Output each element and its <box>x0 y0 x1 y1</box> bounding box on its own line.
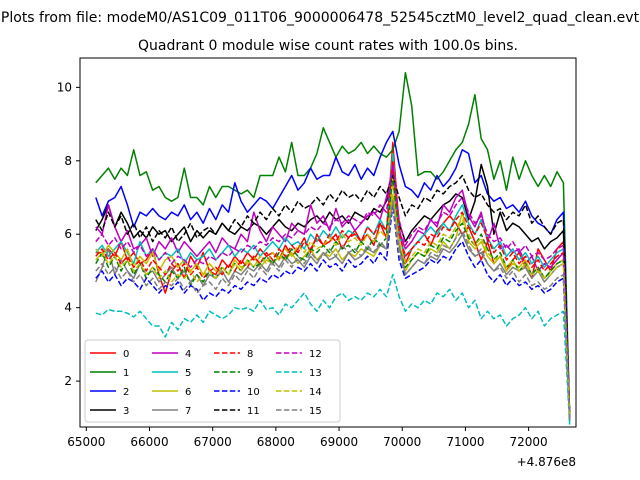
legend-label-15: 15 <box>309 406 322 417</box>
y-tick-label: 6 <box>64 227 72 241</box>
series-line-2 <box>95 130 571 418</box>
x-tick-label: 71000 <box>446 435 484 449</box>
x-tick-label: 65000 <box>67 435 105 449</box>
x-tick-label: 66000 <box>130 435 168 449</box>
x-tick-label: 68000 <box>257 435 295 449</box>
legend-label-3: 3 <box>123 406 129 417</box>
legend-label-14: 14 <box>309 387 322 398</box>
y-tick-label: 4 <box>64 301 72 315</box>
x-tick-label: 70000 <box>383 435 421 449</box>
x-tick-label: 69000 <box>320 435 358 449</box>
series-line-1 <box>95 71 571 418</box>
file-title: Plots from file: modeM0/AS1C09_011T06_90… <box>1 10 640 26</box>
plot-lines <box>95 71 571 426</box>
legend-label-8: 8 <box>247 349 253 360</box>
x-axis: 65000 66000 67000 68000 69000 70000 71000 72000 <box>67 427 548 449</box>
series-line-11 <box>95 174 571 418</box>
series-line-5 <box>95 152 571 418</box>
legend-label-2: 2 <box>123 387 129 398</box>
legend-label-10: 10 <box>247 387 260 398</box>
y-axis: 2 4 6 8 10 <box>57 80 80 388</box>
x-tick-label: 72000 <box>510 435 548 449</box>
y-tick-label: 8 <box>64 154 72 168</box>
legend-label-6: 6 <box>185 387 191 398</box>
legend-label-7: 7 <box>185 406 191 417</box>
series-line-14 <box>95 193 571 418</box>
series-line-6 <box>95 178 571 418</box>
legend-frame <box>84 339 341 423</box>
legend-label-0: 0 <box>123 349 129 360</box>
series-line-12 <box>95 163 571 418</box>
chart-title: Quadrant 0 module wise count rates with … <box>138 38 518 54</box>
series-line-13 <box>95 273 571 426</box>
series-line-9 <box>95 174 571 418</box>
plot-frame <box>79 57 577 428</box>
legend-label-1: 1 <box>123 368 129 379</box>
legend-label-12: 12 <box>309 349 322 360</box>
legend-label-5: 5 <box>185 368 191 379</box>
series-line-8 <box>95 160 571 418</box>
series-line-10 <box>95 204 571 422</box>
legend-label-13: 13 <box>309 368 322 379</box>
series-line-15 <box>95 200 571 422</box>
y-tick-label: 10 <box>57 80 72 94</box>
x-tick-label: 67000 <box>194 435 232 449</box>
y-tick-label: 2 <box>64 374 72 388</box>
legend-label-9: 9 <box>247 368 253 379</box>
legend-label-4: 4 <box>185 349 191 360</box>
series-line-4 <box>95 167 571 418</box>
x-axis-offset-label: +4.876e8 <box>517 455 576 469</box>
legend-label-11: 11 <box>247 406 260 417</box>
series-line-3 <box>95 163 571 418</box>
